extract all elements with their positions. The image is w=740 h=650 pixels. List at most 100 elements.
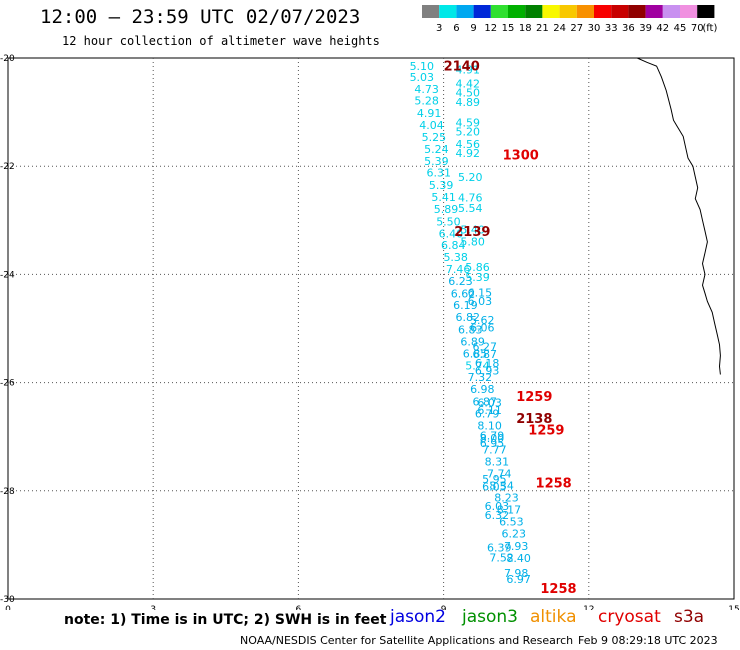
swh-value-label: 6.39 xyxy=(487,542,512,555)
colorbar-tick-label: 12 xyxy=(484,23,497,34)
colorbar-swatch xyxy=(559,5,577,18)
pass-time-label: 2138 xyxy=(516,412,552,427)
swh-value-label: 7.32 xyxy=(468,371,493,384)
x-tick-label: 9 xyxy=(441,605,447,610)
y-tick-label: -26 xyxy=(0,379,15,389)
pass-time-label: 1258 xyxy=(536,477,572,492)
swh-value-label: 4.42 xyxy=(456,77,481,90)
colorbar-tick-label: 18 xyxy=(519,23,532,34)
swh-value-label: 6.87 xyxy=(472,396,497,409)
swh-value-label: 5.89 xyxy=(434,203,459,216)
swh-value-label: 5.10 xyxy=(410,60,435,73)
colorbar-swatch xyxy=(508,5,526,18)
colorbar-swatch xyxy=(628,5,646,18)
swh-value-label: 6.62 xyxy=(451,287,476,300)
legend-s3a: s3a xyxy=(674,607,705,627)
swh-value-label: 6.87 xyxy=(472,348,497,361)
swh-value-label: 4.92 xyxy=(456,147,481,160)
swh-value-label: 7.74 xyxy=(487,467,512,480)
swh-value-label: 5.74 xyxy=(465,359,490,372)
plot-frame xyxy=(7,57,735,600)
swh-value-label: 8.17 xyxy=(497,504,522,517)
swh-value-label: 8.34 xyxy=(489,479,514,492)
swh-value-label: 5.95 xyxy=(482,473,507,486)
swh-value-label: 8.40 xyxy=(506,552,531,565)
swh-value-label: 6.03 xyxy=(485,500,510,513)
colorbar-tick-label: 33 xyxy=(605,23,618,34)
colorbar-tick-label: 70 xyxy=(691,23,704,34)
swh-value-label: 5.62 xyxy=(470,314,495,327)
swh-value-label: 8.31 xyxy=(485,456,510,469)
footnote: note: 1) Time is in UTC; 2) SWH is in fe… xyxy=(64,612,387,628)
swh-value-label: 5.40 xyxy=(460,223,485,236)
credit-line: NOAA/NESDIS Center for Satellite Applica… xyxy=(240,634,574,647)
swh-value-label: 5.28 xyxy=(414,95,439,108)
colorbar-tick-label: 9 xyxy=(470,23,476,34)
swh-value-label: 6.79 xyxy=(480,430,505,443)
swh-value-label: 4.76 xyxy=(458,192,483,205)
swh-value-label: 5.20 xyxy=(456,126,481,139)
y-tick-label: -30 xyxy=(0,595,15,605)
swh-value-label: 6.27 xyxy=(472,340,497,353)
colorbar-tick-label: 36 xyxy=(622,23,635,34)
wave-height-map: 0 3 6 9 12 15-20-22-24-26-28-305.105.034.735.… xyxy=(0,54,740,610)
swh-value-label: 5.38 xyxy=(443,251,468,264)
colorbar-swatch xyxy=(422,5,440,18)
chart-title: 12:00 – 23:59 UTC 02/07/2023 xyxy=(40,6,361,28)
colorbar-swatch xyxy=(594,5,612,18)
swh-value-label: 7.46 xyxy=(446,263,471,276)
colorbar-tick-label: 27 xyxy=(570,23,583,34)
pass-time-label: 1259 xyxy=(516,390,552,405)
coastline xyxy=(636,57,721,375)
swh-value-label: 6.32 xyxy=(485,509,510,522)
swh-value-label: 4.91 xyxy=(417,107,442,120)
colorbar-swatch xyxy=(662,5,680,18)
x-tick-label: 0 xyxy=(5,605,11,610)
swh-value-label: 6.19 xyxy=(453,299,478,312)
swh-value-label: 5.20 xyxy=(458,171,483,184)
swh-value-label: 8.00 xyxy=(480,432,505,445)
swh-value-label: 6.84 xyxy=(441,239,466,252)
x-tick-label: 3 xyxy=(150,605,156,610)
pass-time-label: 1259 xyxy=(528,424,564,439)
colorbar-tick-label: 30 xyxy=(588,23,601,34)
colorbar-swatch xyxy=(542,5,560,18)
y-tick-label: -22 xyxy=(0,162,15,172)
y-tick-label: -28 xyxy=(0,487,15,497)
swh-value-label: 5.25 xyxy=(422,131,447,144)
swh-value-label: 7.93 xyxy=(504,540,529,553)
swh-value-label: 5.24 xyxy=(424,143,449,156)
swh-colorbar: 3 6 9 12 15 18 21 24 27 30 33 36 39 42 45 70(ft) xyxy=(422,5,717,34)
swh-value-label: 5.80 xyxy=(460,235,485,248)
x-tick-label: 12 xyxy=(583,605,594,610)
colorbar-swatch xyxy=(456,5,474,18)
swh-value-label: 4.89 xyxy=(456,96,481,109)
swh-value-label: 4.50 xyxy=(456,87,481,100)
swh-value-label: 5.86 xyxy=(465,261,490,274)
colorbar-tick-label: 6 xyxy=(453,23,459,34)
swh-value-label: 5.54 xyxy=(458,202,483,215)
swh-value-label: 6.40 xyxy=(439,227,464,240)
legend-cryosat: cryosat xyxy=(598,607,661,627)
colorbar-tick-label: 42 xyxy=(656,23,669,34)
swh-value-label: 8.10 xyxy=(477,419,502,432)
swh-value-label: 6.06 xyxy=(470,321,495,334)
swh-value-label: 6.03 xyxy=(477,397,502,410)
pass-time-label: 2140 xyxy=(444,60,480,75)
swh-value-label: 6.85 xyxy=(463,347,488,360)
swh-value-label: 6.89 xyxy=(460,335,485,348)
swh-value-label: 6.31 xyxy=(427,167,452,180)
x-tick-label: 6 xyxy=(296,605,302,610)
colorbar-tick-label: 39 xyxy=(639,23,652,34)
swh-value-label: 5.41 xyxy=(431,191,456,204)
pass-time-label: 1258 xyxy=(540,582,576,597)
swh-value-label: 5.03 xyxy=(410,71,435,84)
colorbar-tick-label: 24 xyxy=(553,23,566,34)
swh-value-label: 6.23 xyxy=(448,275,473,288)
swh-value-label: 5.39 xyxy=(424,155,449,168)
swh-value-label: 4.04 xyxy=(419,119,444,132)
swh-value-label: 6.97 xyxy=(506,573,531,586)
swh-value-label: 6.18 xyxy=(475,357,500,370)
swh-value-label: 7.98 xyxy=(504,567,529,580)
y-tick-label: -24 xyxy=(0,270,15,280)
